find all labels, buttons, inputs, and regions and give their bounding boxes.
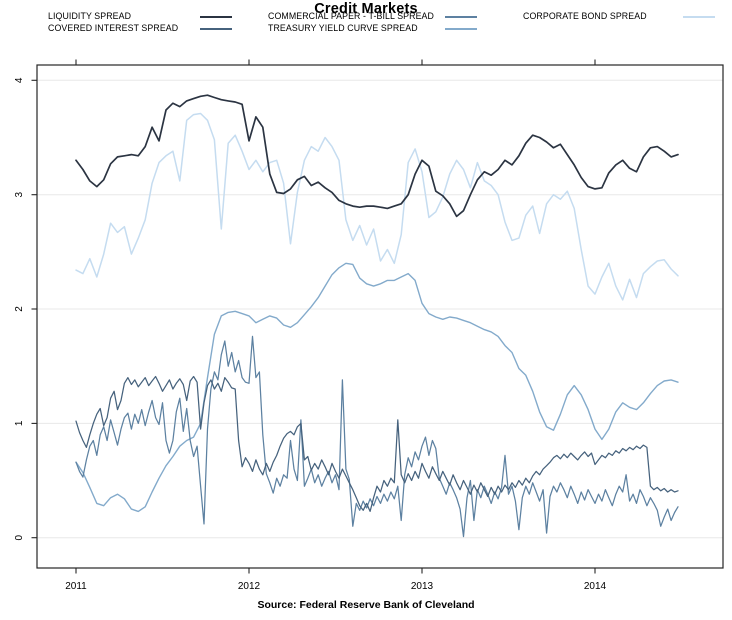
legend-line-swatch-commercial-paper-t-bill-spread [445,16,477,18]
x-axis-tick-label: 2013 [411,581,434,592]
legend-label-liquidity-spread: LIQUIDITY SPREAD [48,11,132,21]
series-line-covered-interest-spread [75,375,679,513]
chart-title: Credit Markets [314,1,418,17]
legend-line-swatch-covered-interest-spread [200,27,232,30]
series-line-liquidity-spread [75,94,679,218]
source-caption: Source: Federal Reserve Bank of Clevelan… [257,599,475,611]
legend-label-commercial-paper-t-bill-spread: COMMERCIAL PAPER - T-BILL SPREAD [268,11,434,21]
legend-label-treasury-yield-curve-spread: TREASURY YIELD CURVE SPREAD [268,22,418,33]
series-line-commercial-paper-t-bill-spread [75,335,679,538]
y-axis-tick-label: 2 [14,306,25,312]
x-axis-tick-label: 2011 [65,581,87,592]
series-line-treasury-yield-curve-spread [75,262,679,513]
series-line-corporate-bond-spread [75,112,679,301]
x-axis-tick-label: 2012 [238,581,261,592]
legend-line-swatch-liquidity-spread [200,16,232,18]
plot-border [36,64,724,569]
y-axis-tick-label: 3 [14,191,25,197]
y-axis-tick-label: 1 [14,420,25,426]
x-axis-tick-label: 2014 [584,581,607,592]
legend-line-swatch-corporate-bond-spread [683,16,715,18]
legend-line-swatch-treasury-yield-curve-spread [445,27,477,30]
y-axis-tick-label: 0 [14,534,25,540]
legend-label-covered-interest-spread: COVERED INTEREST SPREAD [48,22,179,33]
y-axis-tick-label: 4 [14,77,25,83]
legend-label-corporate-bond-spread: CORPORATE BOND SPREAD [523,11,647,21]
